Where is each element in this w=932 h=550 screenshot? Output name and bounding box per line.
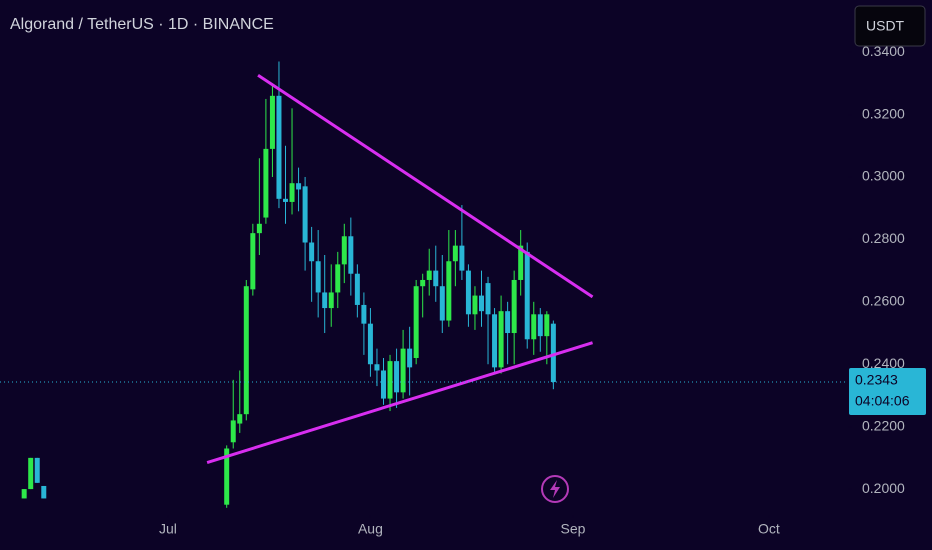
candle-body (446, 261, 452, 321)
countdown-label: 04:04:06 (855, 393, 910, 409)
candle-body (505, 311, 511, 334)
x-tick-label: Oct (758, 521, 780, 537)
last-price-label: 0.2343 (855, 372, 898, 388)
candle-body (465, 270, 471, 315)
candle-body (341, 236, 347, 265)
candle-body (309, 242, 315, 262)
candle-body (518, 245, 524, 280)
candle-body (276, 95, 282, 199)
y-tick-label: 0.2600 (862, 293, 905, 309)
y-tick-label: 0.3000 (862, 168, 905, 184)
y-tick-label: 0.2400 (862, 355, 905, 371)
candle-body (387, 361, 393, 399)
candle-body (282, 198, 288, 202)
candle-body (439, 286, 445, 321)
candle-body (328, 292, 334, 309)
trendline (257, 73, 594, 299)
candle-body (263, 148, 269, 218)
candle-body (361, 304, 367, 324)
y-tick-label: 0.2000 (862, 480, 905, 496)
candle-body (433, 270, 439, 287)
candle-body (492, 314, 498, 368)
candle-body (531, 314, 537, 340)
candle-body (302, 186, 308, 243)
x-tick-label: Sep (560, 521, 585, 537)
candle-body (485, 283, 491, 315)
y-tick-label: 0.2800 (862, 230, 905, 246)
header-bg (0, 0, 932, 42)
candle-body (459, 245, 465, 271)
candle-body (511, 279, 517, 334)
candle-body (256, 223, 262, 234)
alert-icon[interactable] (541, 475, 569, 503)
candle-body (250, 233, 256, 290)
y-tick-label: 0.3200 (862, 105, 905, 121)
candle-body (472, 295, 478, 315)
candle-body (34, 457, 40, 483)
last-price-box (849, 368, 926, 416)
candle-body (289, 183, 295, 202)
candle-body (224, 448, 230, 505)
plot-area: 0.2000 0.2200 0.2400 0.2600 0.2800 0.3000 0.32… (0, 43, 905, 537)
candle-body (524, 251, 530, 340)
candle-body (367, 323, 373, 365)
candle-body (394, 361, 400, 393)
candle-body (550, 323, 556, 383)
candle-body (380, 370, 386, 399)
candle-body (354, 273, 360, 305)
y-tick-label: 0.2200 (862, 417, 905, 433)
candle-body (269, 95, 275, 149)
candle-body (407, 348, 413, 368)
candle-body (498, 311, 504, 368)
candle-body (426, 270, 432, 280)
candle-body (237, 414, 243, 424)
y-tick-label: 0.3400 (862, 43, 905, 59)
candle-body (243, 286, 249, 415)
candle-body (296, 183, 302, 190)
candle-body (315, 261, 321, 293)
chart-title: Algorand / TetherUS · 1D · BINANCE (10, 16, 274, 33)
candle-body (420, 279, 426, 287)
x-tick-label: Jul (159, 521, 177, 537)
candle-body (41, 485, 47, 499)
candle-body (322, 292, 328, 309)
candle-body (335, 264, 341, 293)
candle-body (478, 295, 484, 312)
x-tick-label: Aug (358, 521, 383, 537)
candle-body (348, 236, 354, 274)
alert-bolt (550, 480, 560, 498)
candle-body (413, 286, 419, 358)
candle-body (537, 314, 543, 337)
candle-body (374, 364, 380, 371)
candle-body (21, 489, 27, 499)
currency-label[interactable]: USDT (866, 18, 905, 34)
candle-body (544, 314, 550, 337)
candle-body (230, 420, 236, 443)
candle-body (400, 348, 406, 393)
currency-button[interactable] (854, 5, 926, 47)
trendline (206, 341, 594, 464)
candle-body (28, 457, 34, 490)
candle-body (452, 245, 458, 262)
